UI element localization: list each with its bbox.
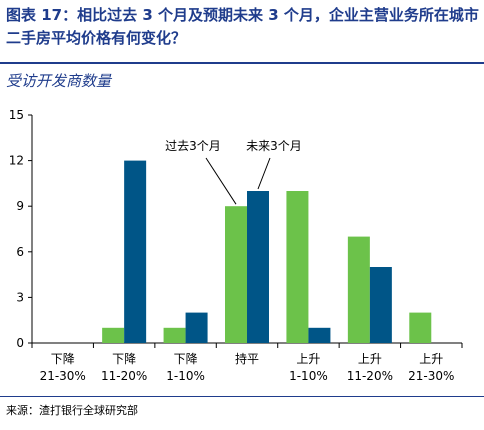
x-category-label: 11-20%: [101, 369, 147, 383]
x-category-label: 上升: [296, 352, 320, 366]
chart-title: 图表 17：相比过去 3 个月及预期未来 3 个月，企业主营业务所在城市二手房平…: [6, 6, 479, 47]
bar-past-3-months: [409, 312, 432, 343]
bar-past-3-months: [102, 327, 125, 343]
y-tick-label: 9: [16, 199, 24, 213]
y-tick-label: 6: [16, 245, 24, 259]
bar-future-3-months: [369, 267, 392, 343]
x-category-label: 下降: [51, 352, 75, 366]
x-category-label: 21-30%: [40, 369, 86, 383]
bar-past-3-months: [347, 236, 370, 343]
y-tick-label: 15: [9, 108, 24, 122]
x-category-label: 上升: [358, 352, 382, 366]
x-category-label: 21-30%: [408, 369, 454, 383]
callout-line-future: [257, 157, 271, 190]
x-category-label: 持平: [235, 351, 259, 366]
header-divider: [0, 62, 484, 64]
y-tick-label: 12: [9, 154, 24, 168]
footer-divider: [0, 396, 484, 397]
callout-line-past: [205, 157, 237, 205]
x-category-label: 11-20%: [347, 369, 393, 383]
x-category-label: 上升: [419, 352, 443, 366]
bar-past-3-months: [163, 327, 186, 343]
chart-subtitle: 受访开发商数量: [6, 72, 112, 90]
bar-future-3-months: [308, 327, 331, 343]
series-label-past: 过去3个月: [165, 139, 221, 153]
x-category-label: 下降: [174, 352, 198, 366]
x-category-label: 下降: [112, 352, 136, 366]
bar-past-3-months: [286, 191, 309, 343]
y-tick-label: 0: [16, 336, 24, 350]
bar-future-3-months: [124, 160, 147, 343]
y-tick-label: 3: [16, 290, 24, 304]
bar-past-3-months: [225, 206, 247, 343]
source-note: 来源：渣打银行全球研究部: [6, 404, 138, 417]
series-label-future: 未来3个月: [246, 139, 302, 153]
x-category-label: 1-10%: [166, 369, 205, 383]
x-category-label: 1-10%: [289, 369, 328, 383]
bar-future-3-months: [185, 312, 208, 343]
bar-future-3-months: [247, 191, 269, 343]
